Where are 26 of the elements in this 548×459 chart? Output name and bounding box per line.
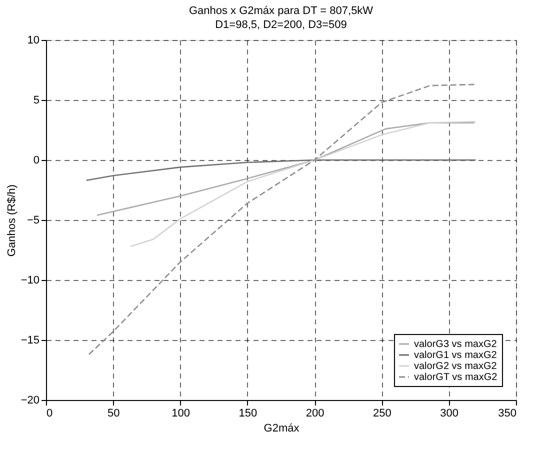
y-tick-label: −5 bbox=[26, 214, 40, 226]
y-tick-label: 0 bbox=[33, 154, 40, 166]
legend-label: valorG1 vs maxG2 bbox=[414, 350, 498, 361]
x-axis-title: G2máx bbox=[264, 422, 300, 434]
y-tick-label: 10 bbox=[27, 34, 40, 46]
x-tick-label: 100 bbox=[172, 408, 190, 420]
line-series bbox=[130, 120, 476, 248]
y-tick-label: −10 bbox=[20, 274, 40, 286]
x-tick-label: 150 bbox=[238, 408, 258, 420]
y-axis-title: Ganhos (R$/h) bbox=[6, 184, 18, 257]
chart-title: Ganhos x G2máx para DT = 807,5kW bbox=[188, 5, 374, 17]
x-tick-label: 50 bbox=[108, 408, 120, 420]
y-tick-label: −15 bbox=[20, 334, 40, 346]
line-series bbox=[86, 159, 476, 182]
y-tick-label: −20 bbox=[20, 394, 40, 406]
line-series bbox=[96, 122, 476, 216]
y-tick-label: 5 bbox=[33, 94, 40, 106]
x-tick-label: 200 bbox=[306, 408, 324, 420]
x-tick-label: 0 bbox=[46, 408, 53, 420]
legend-label: valorGT vs maxG2 bbox=[414, 372, 498, 383]
chart-subtitle: D1=98,5, D2=200, D3=509 bbox=[215, 19, 347, 31]
x-tick-label: 350 bbox=[498, 408, 516, 420]
x-tick-label: 300 bbox=[440, 408, 459, 420]
legend-label: valorG2 vs maxG2 bbox=[414, 361, 498, 372]
legend-label: valorG3 vs maxG2 bbox=[414, 339, 498, 350]
x-tick-label: 250 bbox=[373, 408, 392, 420]
